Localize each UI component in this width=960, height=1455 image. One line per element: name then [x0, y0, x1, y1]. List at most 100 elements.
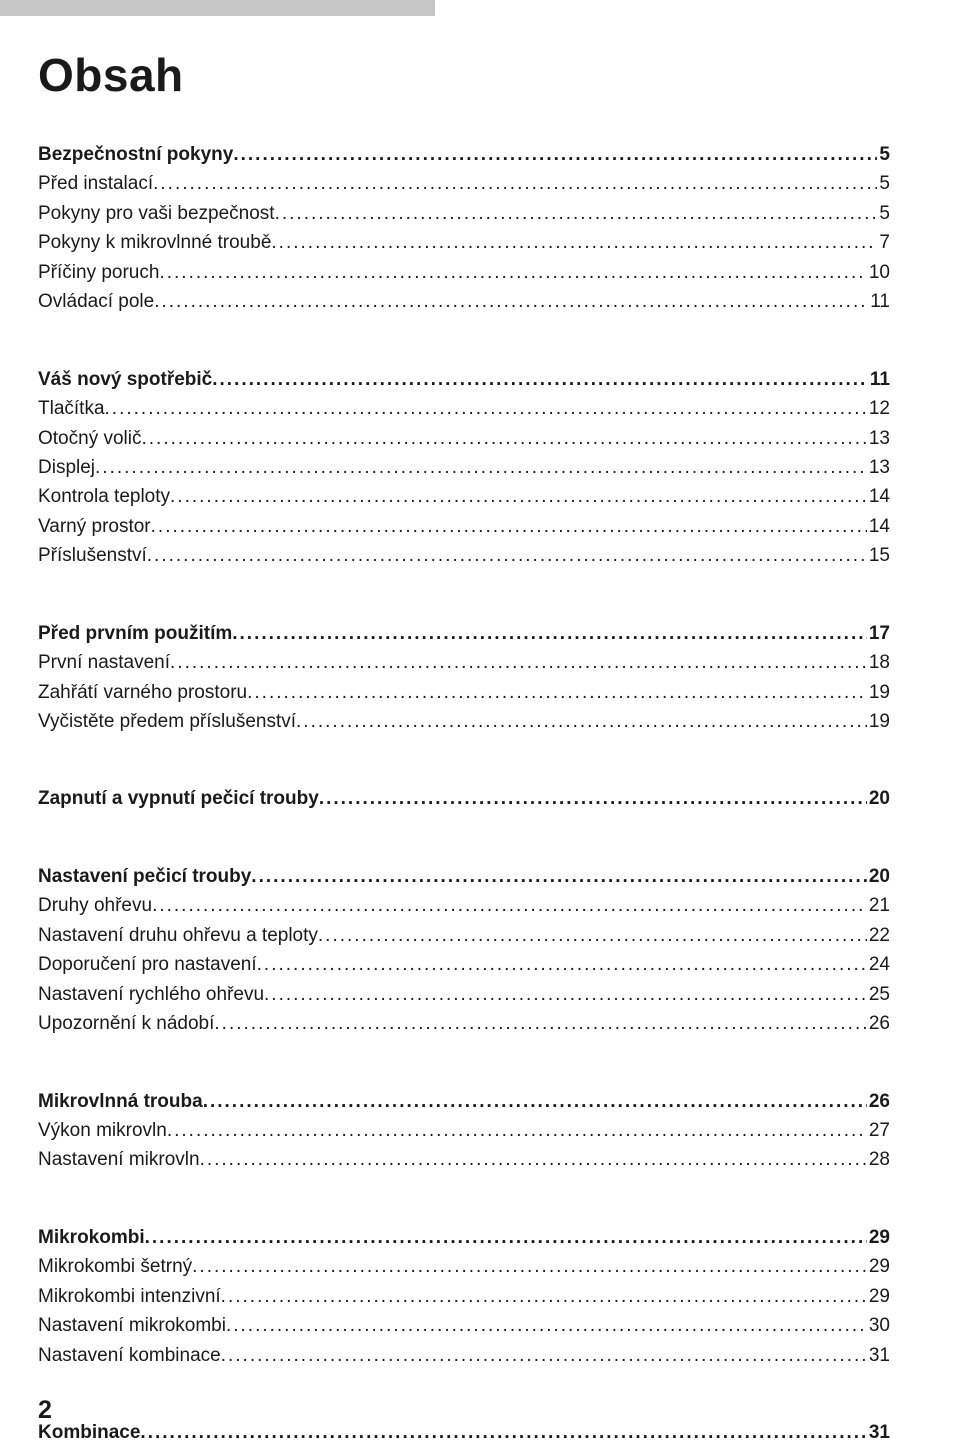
toc-row: Displej13 [38, 453, 890, 482]
toc-dots [271, 228, 877, 257]
toc-row: Nastavení pečicí trouby 20 [38, 862, 890, 891]
toc-page: 15 [867, 541, 890, 570]
toc-row: Vyčistěte předem příslušenství19 [38, 707, 890, 736]
toc-dots [247, 678, 867, 707]
toc-section: Nastavení pečicí trouby20Druhy ohřevu21N… [38, 862, 890, 1039]
toc-dots [264, 980, 867, 1009]
toc-dots [151, 512, 867, 541]
toc-container: Bezpečnostní pokyny5Před instalací5Pokyn… [38, 140, 890, 1447]
toc-row: Pokyny k mikrovlnné troubě 7 [38, 228, 890, 257]
toc-section: Mikrokombi29Mikrokombi šetrný29Mikrokomb… [38, 1223, 890, 1370]
toc-label: Nastavení pečicí trouby [38, 862, 251, 891]
toc-dots [233, 140, 877, 169]
toc-row: Před prvním použitím17 [38, 619, 890, 648]
toc-label: Mikrokombi [38, 1223, 145, 1252]
toc-row: Zapnutí a vypnutí pečicí trouby20 [38, 784, 890, 813]
toc-dots [200, 1145, 867, 1174]
toc-page: 21 [867, 891, 890, 920]
toc-page: 30 [867, 1311, 890, 1340]
toc-label: Příslušenství [38, 541, 147, 570]
toc-row: Nastavení kombinace 31 [38, 1341, 890, 1370]
toc-label: Zahřátí varného prostoru [38, 678, 247, 707]
toc-dots [105, 394, 867, 423]
toc-row: Bezpečnostní pokyny5 [38, 140, 890, 169]
toc-row: Otočný volič13 [38, 424, 890, 453]
toc-label: Kombinace [38, 1418, 140, 1447]
toc-dots [140, 1418, 866, 1447]
toc-page: 31 [867, 1418, 890, 1447]
toc-row: Pokyny pro vaši bezpečnost5 [38, 199, 890, 228]
toc-dots [296, 707, 867, 736]
toc-dots [318, 921, 867, 950]
toc-label: Váš nový spotřebič [38, 365, 212, 394]
toc-dots [221, 1282, 867, 1311]
toc-dots [154, 287, 868, 316]
toc-row: Mikrokombi 29 [38, 1223, 890, 1252]
toc-label: Mikrokombi intenzivní [38, 1282, 221, 1311]
toc-label: Zapnutí a vypnutí pečicí trouby [38, 784, 319, 813]
toc-section: Zapnutí a vypnutí pečicí trouby20 [38, 784, 890, 813]
toc-page: 25 [867, 980, 890, 1009]
toc-dots [167, 1116, 867, 1145]
toc-page: 19 [867, 707, 890, 736]
toc-label: Pokyny k mikrovlnné troubě [38, 228, 271, 257]
toc-dots [275, 199, 878, 228]
toc-row: Kontrola teploty14 [38, 482, 890, 511]
toc-row: První nastavení18 [38, 648, 890, 677]
toc-page: 14 [867, 512, 890, 541]
toc-section: Kombinace 31 [38, 1418, 890, 1447]
toc-dots [232, 619, 867, 648]
toc-page: 19 [867, 678, 890, 707]
toc-page: 10 [867, 258, 890, 287]
toc-row: Příslušenství 15 [38, 541, 890, 570]
toc-page: 20 [867, 862, 890, 891]
toc-label: Před instalací [38, 169, 153, 198]
toc-dots [153, 169, 877, 198]
toc-page: 22 [867, 921, 890, 950]
toc-dots [170, 482, 867, 511]
content-area: Obsah Bezpečnostní pokyny5Před instalací… [0, 0, 960, 1447]
toc-page: 13 [867, 424, 890, 453]
toc-row: Upozornění k nádobí 26 [38, 1009, 890, 1038]
toc-label: Nastavení kombinace [38, 1341, 221, 1370]
toc-dots [159, 258, 866, 287]
toc-page: 28 [867, 1145, 890, 1174]
toc-row: Nastavení mikrovln28 [38, 1145, 890, 1174]
toc-page: 29 [867, 1252, 890, 1281]
toc-row: Příčiny poruch10 [38, 258, 890, 287]
toc-page: 24 [867, 950, 890, 979]
toc-page: 31 [867, 1341, 890, 1370]
toc-page: 11 [868, 287, 890, 316]
toc-dots [221, 1341, 867, 1370]
toc-row: Mikrovlnná trouba26 [38, 1087, 890, 1116]
toc-page: 27 [867, 1116, 890, 1145]
toc-page: 26 [867, 1009, 890, 1038]
toc-section: Váš nový spotřebič11Tlačítka12Otočný vol… [38, 365, 890, 571]
toc-dots [141, 424, 866, 453]
toc-page: 29 [867, 1223, 890, 1252]
header-shade [0, 0, 435, 16]
toc-label: Nastavení druhu ohřevu a teploty [38, 921, 318, 950]
toc-dots [251, 862, 867, 891]
toc-section: Mikrovlnná trouba26Výkon mikrovln 27Nasta… [38, 1087, 890, 1175]
toc-dots [214, 1009, 866, 1038]
toc-label: Mikrokombi šetrný [38, 1252, 192, 1281]
toc-label: Upozornění k nádobí [38, 1009, 214, 1038]
toc-row: Váš nový spotřebič11 [38, 365, 890, 394]
toc-dots [319, 784, 867, 813]
toc-page: 7 [877, 228, 890, 257]
page: Obsah Bezpečnostní pokyny5Před instalací… [0, 0, 960, 1455]
page-title: Obsah [38, 48, 890, 102]
toc-page: 26 [867, 1087, 890, 1116]
toc-page: 5 [877, 140, 890, 169]
toc-row: Výkon mikrovln 27 [38, 1116, 890, 1145]
toc-page: 12 [867, 394, 890, 423]
toc-row: Varný prostor14 [38, 512, 890, 541]
toc-page: 18 [867, 648, 890, 677]
toc-row: Ovládací pole11 [38, 287, 890, 316]
toc-dots [145, 1223, 867, 1252]
toc-label: Výkon mikrovln [38, 1116, 167, 1145]
toc-page: 17 [867, 619, 890, 648]
toc-row: Nastavení mikrokombi30 [38, 1311, 890, 1340]
toc-page: 5 [877, 169, 890, 198]
